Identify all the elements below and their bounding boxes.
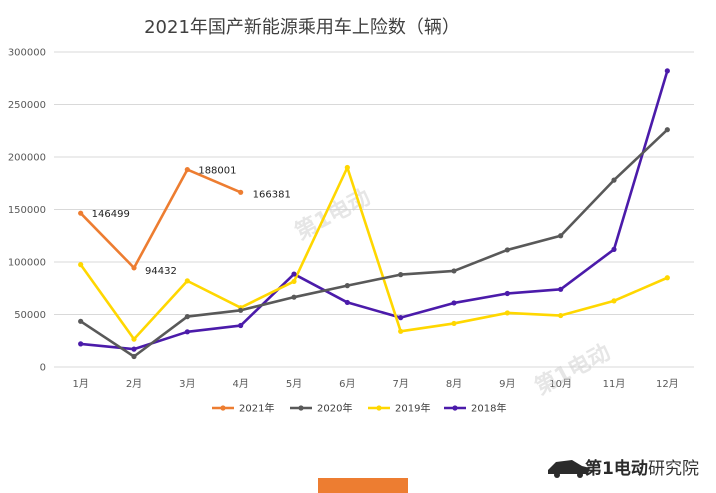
point-2020年-6 bbox=[344, 283, 350, 289]
point-2021年-4 bbox=[238, 189, 244, 195]
point-2019年-1 bbox=[78, 262, 84, 268]
point-2019年-9 bbox=[504, 310, 510, 316]
point-2020年-10 bbox=[558, 233, 564, 239]
x-tick-label-2: 2月 bbox=[126, 378, 142, 390]
watermark-2: 第1电动 bbox=[531, 339, 615, 400]
footer-brand: 第1电动 bbox=[585, 458, 648, 479]
point-2018年-12 bbox=[664, 68, 670, 74]
point-2020年-12 bbox=[664, 127, 670, 133]
point-2020年-1 bbox=[78, 318, 84, 324]
point-2020年-8 bbox=[451, 268, 457, 274]
point-2019年-11 bbox=[611, 298, 617, 304]
point-2019年-10 bbox=[558, 312, 564, 319]
point-2019年-8 bbox=[451, 320, 457, 327]
x-tick-label-4: 4月 bbox=[232, 378, 248, 390]
footer-car-logo-icon bbox=[548, 460, 590, 478]
y-tick-label-250000: 250000 bbox=[8, 100, 46, 111]
x-tick-label-9: 9月 bbox=[499, 378, 515, 390]
chart-title: 2021年国产新能源乘用车上险数（辆） bbox=[144, 17, 460, 38]
point-2020年-7 bbox=[398, 272, 404, 278]
series-line-2021年 bbox=[79, 168, 242, 270]
legend-marker-2020年 bbox=[298, 405, 304, 411]
footer-accent-bar bbox=[318, 478, 408, 493]
point-2021年-3 bbox=[184, 166, 190, 173]
point-2018年-11 bbox=[611, 246, 617, 252]
point-2019年-6 bbox=[344, 164, 350, 171]
series-line-2018年 bbox=[79, 69, 669, 351]
point-2018年-10 bbox=[558, 286, 564, 292]
legend-label-2018年: 2018年 bbox=[471, 402, 506, 415]
data-label-2021-2: 94432 bbox=[145, 266, 177, 277]
data-label-2021-3: 188001 bbox=[198, 166, 236, 177]
y-tick-label-50000: 50000 bbox=[14, 310, 46, 321]
x-tick-label-11: 11月 bbox=[603, 378, 626, 390]
legend-marker-2019年 bbox=[376, 405, 382, 411]
x-tick-label-10: 10月 bbox=[549, 378, 572, 390]
point-2018年-7 bbox=[398, 315, 404, 321]
legend-label-2021年: 2021年 bbox=[239, 402, 274, 415]
point-2018年-4 bbox=[238, 322, 244, 329]
point-2018年-3 bbox=[184, 329, 190, 335]
y-axis-ticks: 0 50000 100000 150000 200000 250000 300000 bbox=[8, 48, 46, 374]
x-tick-label-8: 8月 bbox=[446, 378, 462, 390]
footer: 第1电动 · 研究院 bbox=[318, 458, 699, 493]
series-points bbox=[78, 68, 670, 360]
point-2018年-6 bbox=[344, 299, 350, 306]
legend-marker-2018年 bbox=[452, 405, 458, 411]
x-axis-ticks: 1月 2月 3月 4月 5月 6月 7月 8月 9月 10月 11月 12月 bbox=[72, 378, 678, 390]
point-2019年-12 bbox=[664, 275, 670, 281]
point-2019年-2 bbox=[131, 336, 137, 342]
point-2021年-2 bbox=[131, 265, 137, 271]
point-2020年-5 bbox=[291, 294, 297, 300]
data-labels: 146499 94432 188001 166381 bbox=[92, 166, 291, 277]
x-tick-label-5: 5月 bbox=[286, 378, 302, 390]
legend: 2021年 2020年 2019年 2018年 bbox=[212, 402, 506, 415]
point-2019年-3 bbox=[184, 278, 190, 284]
legend-label-2019年: 2019年 bbox=[395, 402, 430, 415]
data-label-2021-4: 166381 bbox=[253, 189, 291, 200]
footer-research: 研究院 bbox=[648, 459, 699, 479]
point-2020年-9 bbox=[504, 247, 510, 253]
legend-marker-2021年 bbox=[220, 405, 226, 411]
series-line-2020年 bbox=[79, 128, 669, 358]
point-2018年-9 bbox=[504, 290, 510, 297]
point-2018年-2 bbox=[131, 346, 137, 352]
footer-separator: · bbox=[638, 459, 643, 479]
point-2018年-5 bbox=[291, 271, 297, 277]
point-2020年-2 bbox=[131, 353, 137, 360]
point-2019年-7 bbox=[398, 328, 404, 334]
x-tick-label-3: 3月 bbox=[179, 378, 195, 390]
gridlines bbox=[54, 51, 694, 368]
point-2020年-3 bbox=[184, 314, 190, 320]
y-tick-label-200000: 200000 bbox=[8, 153, 46, 164]
point-2018年-1 bbox=[78, 341, 84, 347]
y-tick-label-0: 0 bbox=[40, 363, 46, 374]
x-tick-label-1: 1月 bbox=[72, 378, 88, 390]
series-lines bbox=[79, 69, 669, 358]
x-tick-label-7: 7月 bbox=[392, 378, 408, 390]
point-2021年-1 bbox=[78, 210, 84, 216]
y-tick-label-100000: 100000 bbox=[8, 258, 46, 269]
series-line-2019年 bbox=[79, 166, 669, 341]
legend-label-2020年: 2020年 bbox=[317, 402, 352, 415]
x-tick-label-12: 12月 bbox=[656, 378, 679, 390]
point-2019年-5 bbox=[291, 278, 297, 285]
data-label-2021-1: 146499 bbox=[92, 209, 130, 220]
y-tick-label-300000: 300000 bbox=[8, 48, 46, 59]
point-2020年-4 bbox=[238, 307, 244, 313]
point-2020年-11 bbox=[611, 177, 617, 183]
watermarks: 第1电动 第1电动 bbox=[291, 184, 615, 400]
x-tick-label-6: 6月 bbox=[339, 378, 355, 390]
y-tick-label-150000: 150000 bbox=[8, 205, 46, 216]
point-2018年-8 bbox=[451, 300, 457, 306]
